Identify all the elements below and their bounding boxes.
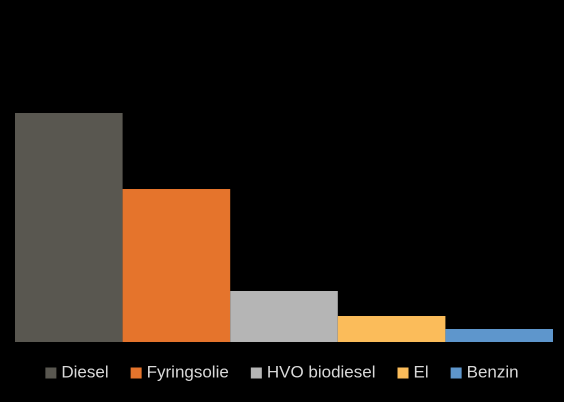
legend-label: HVO biodiesel: [267, 362, 376, 381]
legend-swatch: [397, 367, 409, 379]
bar: [15, 113, 123, 342]
legend-label: Benzin: [467, 362, 519, 381]
bar: [337, 316, 446, 342]
legend-label: Diesel: [61, 362, 108, 381]
bar: [230, 291, 338, 342]
bar: [445, 329, 553, 342]
bar: [122, 189, 231, 342]
legend-swatch: [450, 367, 462, 379]
legend-label: El: [414, 362, 429, 381]
legend-swatch: [130, 367, 142, 379]
legend-swatch: [250, 367, 262, 379]
legend-label: Fyringsolie: [147, 362, 229, 381]
legend-swatch: [45, 367, 57, 379]
